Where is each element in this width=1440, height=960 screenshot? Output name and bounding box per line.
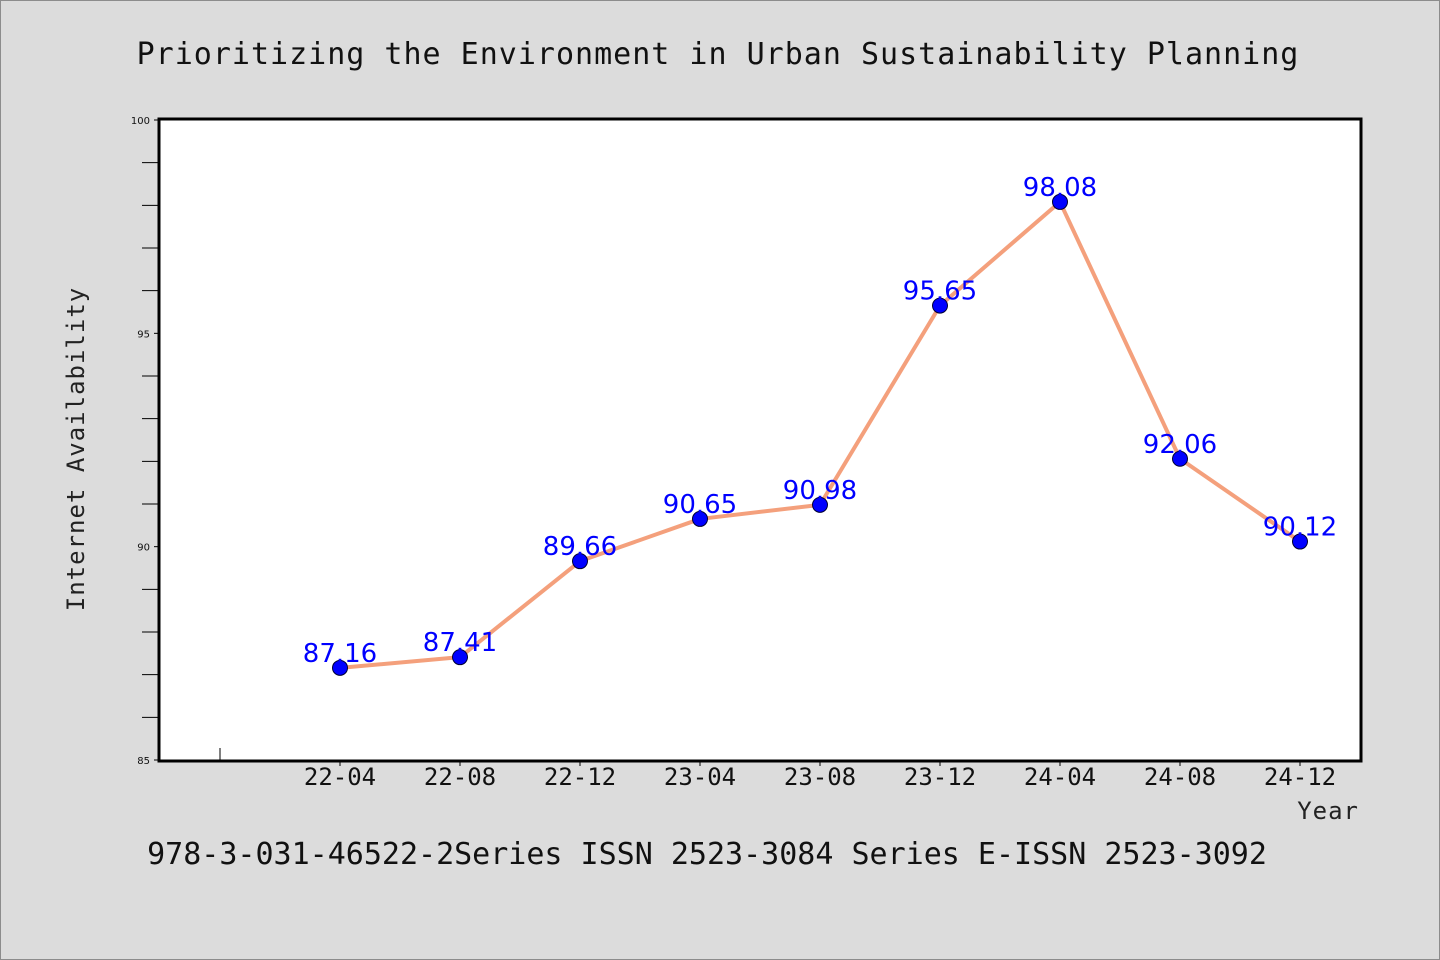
data-label-group: 87.16 87.41 89.66 90.65 90.98 95.65 98.08 92.06…	[303, 173, 1337, 669]
data-label: 89.66	[543, 532, 617, 562]
x-tick-label: 24-12	[1264, 763, 1336, 791]
data-label: 87.16	[303, 639, 377, 669]
data-label: 98.08	[1023, 173, 1097, 203]
data-label: 95.65	[903, 277, 977, 307]
data-point-marker	[932, 297, 948, 314]
data-label: 90.98	[783, 476, 857, 506]
data-label: 90.12	[1263, 513, 1337, 543]
x-tick-label: 22-04	[304, 763, 376, 791]
data-point-marker	[332, 659, 348, 676]
y-tick-label: 90	[137, 543, 150, 554]
data-label: 87.41	[423, 628, 497, 658]
marker-group	[332, 193, 1308, 676]
x-tick-label: 22-12	[544, 763, 616, 791]
x-tick-label: 23-04	[664, 763, 736, 791]
y-tick-label: 95	[137, 329, 150, 340]
x-tick-label: 23-08	[784, 763, 856, 791]
y-tick-label: 85	[137, 756, 150, 767]
data-label: 90.65	[663, 490, 737, 520]
footer-isbn-text: 978-3-031-46522-2Series ISSN 2523-3084 S…	[147, 837, 1267, 872]
x-axis: 22-04 22-08 22-12 23-04 23-08 23-12 24-04 24-08…	[219, 748, 1336, 791]
plot-area	[157, 117, 1363, 763]
x-tick-label: 24-08	[1144, 763, 1216, 791]
chart-title: Prioritizing the Environment in Urban Su…	[137, 37, 1300, 72]
y-axis: 85 90 95 100	[131, 116, 160, 767]
x-tick-label: 23-12	[904, 763, 976, 791]
data-point-marker	[812, 496, 828, 513]
x-axis-label: Year	[1297, 797, 1359, 825]
data-point-marker	[1052, 193, 1068, 210]
data-point-marker	[1172, 450, 1188, 467]
data-point-marker	[692, 510, 708, 527]
y-tick-label: 100	[131, 116, 150, 127]
data-point-marker	[572, 553, 588, 570]
data-point-marker	[1292, 533, 1308, 550]
y-axis-label: Internet Availability	[62, 287, 90, 611]
x-tick-label: 24-04	[1024, 763, 1096, 791]
x-tick-label: 22-08	[424, 763, 496, 791]
data-point-marker	[452, 649, 468, 666]
data-label: 92.06	[1143, 430, 1217, 460]
